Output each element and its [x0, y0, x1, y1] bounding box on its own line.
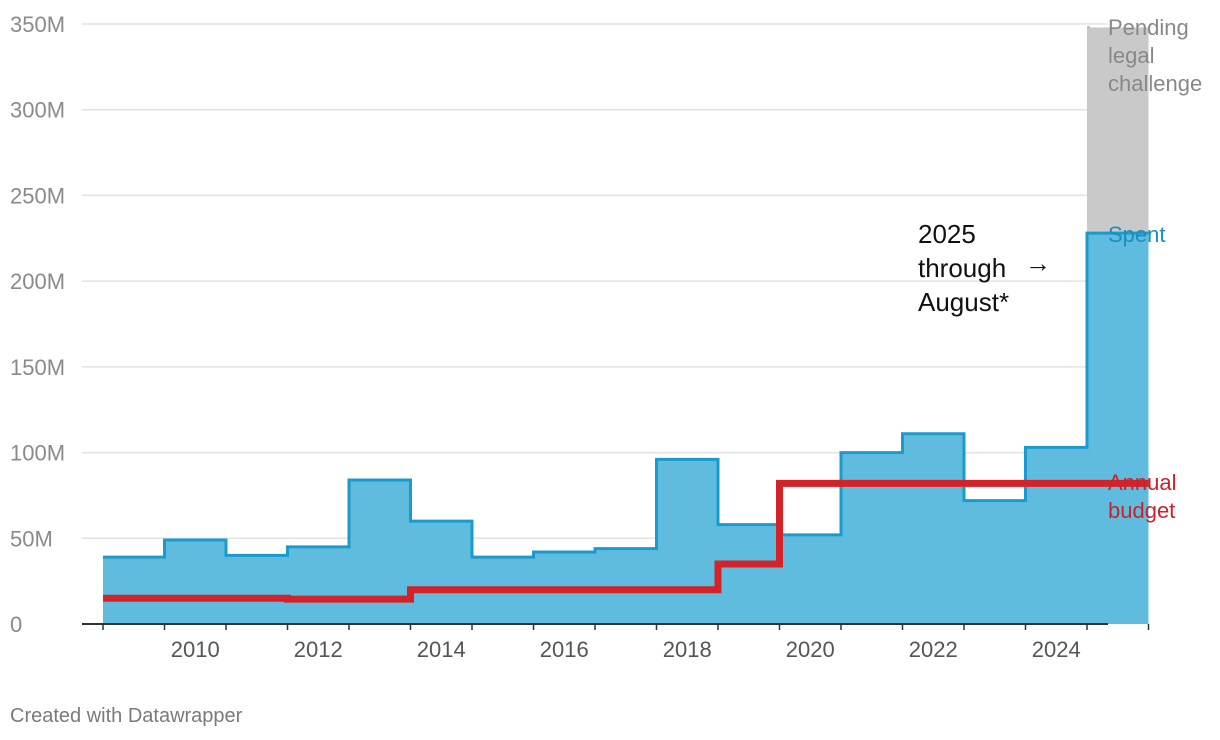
pending-label-line3: challenge [1108, 71, 1202, 96]
y-tick-label: 150M [10, 355, 65, 380]
y-axis-ticks: 0 50M 100M 150M 200M 250M 300M 350M [10, 12, 65, 637]
annotation-line2: through [918, 253, 1006, 283]
series-labels: Pending legal challenge Spent Annual bud… [1108, 15, 1202, 523]
spent-label: Spent [1108, 222, 1166, 247]
y-tick-label: 50M [10, 526, 53, 551]
spent-area [103, 233, 1149, 624]
pending-label-line1: Pending [1108, 15, 1189, 40]
annotation-line3: August* [918, 287, 1009, 317]
budget-label-line2: budget [1108, 498, 1175, 523]
annotation-line1: 2025 [918, 219, 976, 249]
pending-bar [1087, 27, 1149, 234]
annotation-arrow: → [1025, 248, 1051, 278]
x-axis-ticks: 2010 2012 2014 2016 2018 2020 2022 2024 [102, 624, 1150, 662]
credit-footer: Created with Datawrapper [10, 705, 243, 727]
x-tick-label: 2020 [786, 637, 835, 662]
y-tick-label: 100M [10, 441, 65, 466]
x-tick-label: 2024 [1032, 637, 1081, 662]
y-tick-label: 300M [10, 98, 65, 123]
pending-label-line2: legal [1108, 43, 1154, 68]
y-tick-label: 200M [10, 269, 65, 294]
budget-label-line1: Annual [1108, 470, 1177, 495]
x-tick-label: 2018 [663, 637, 712, 662]
spent-area-layer [103, 27, 1149, 624]
x-tick-label: 2016 [540, 637, 589, 662]
line-layer [103, 25, 1149, 603]
x-tick-label: 2010 [171, 637, 220, 662]
x-tick-label: 2014 [417, 637, 466, 662]
y-tick-label: 0 [10, 612, 22, 637]
grid-lines [82, 23, 1108, 540]
x-tick-label: 2022 [909, 637, 958, 662]
budget-line [103, 479, 1149, 603]
y-tick-label: 250M [10, 183, 65, 208]
y-tick-label: 350M [10, 12, 65, 37]
x-tick-label: 2012 [294, 637, 343, 662]
annotation-2025: 2025 through → August* [918, 219, 1051, 317]
spent-line [103, 231, 1149, 559]
